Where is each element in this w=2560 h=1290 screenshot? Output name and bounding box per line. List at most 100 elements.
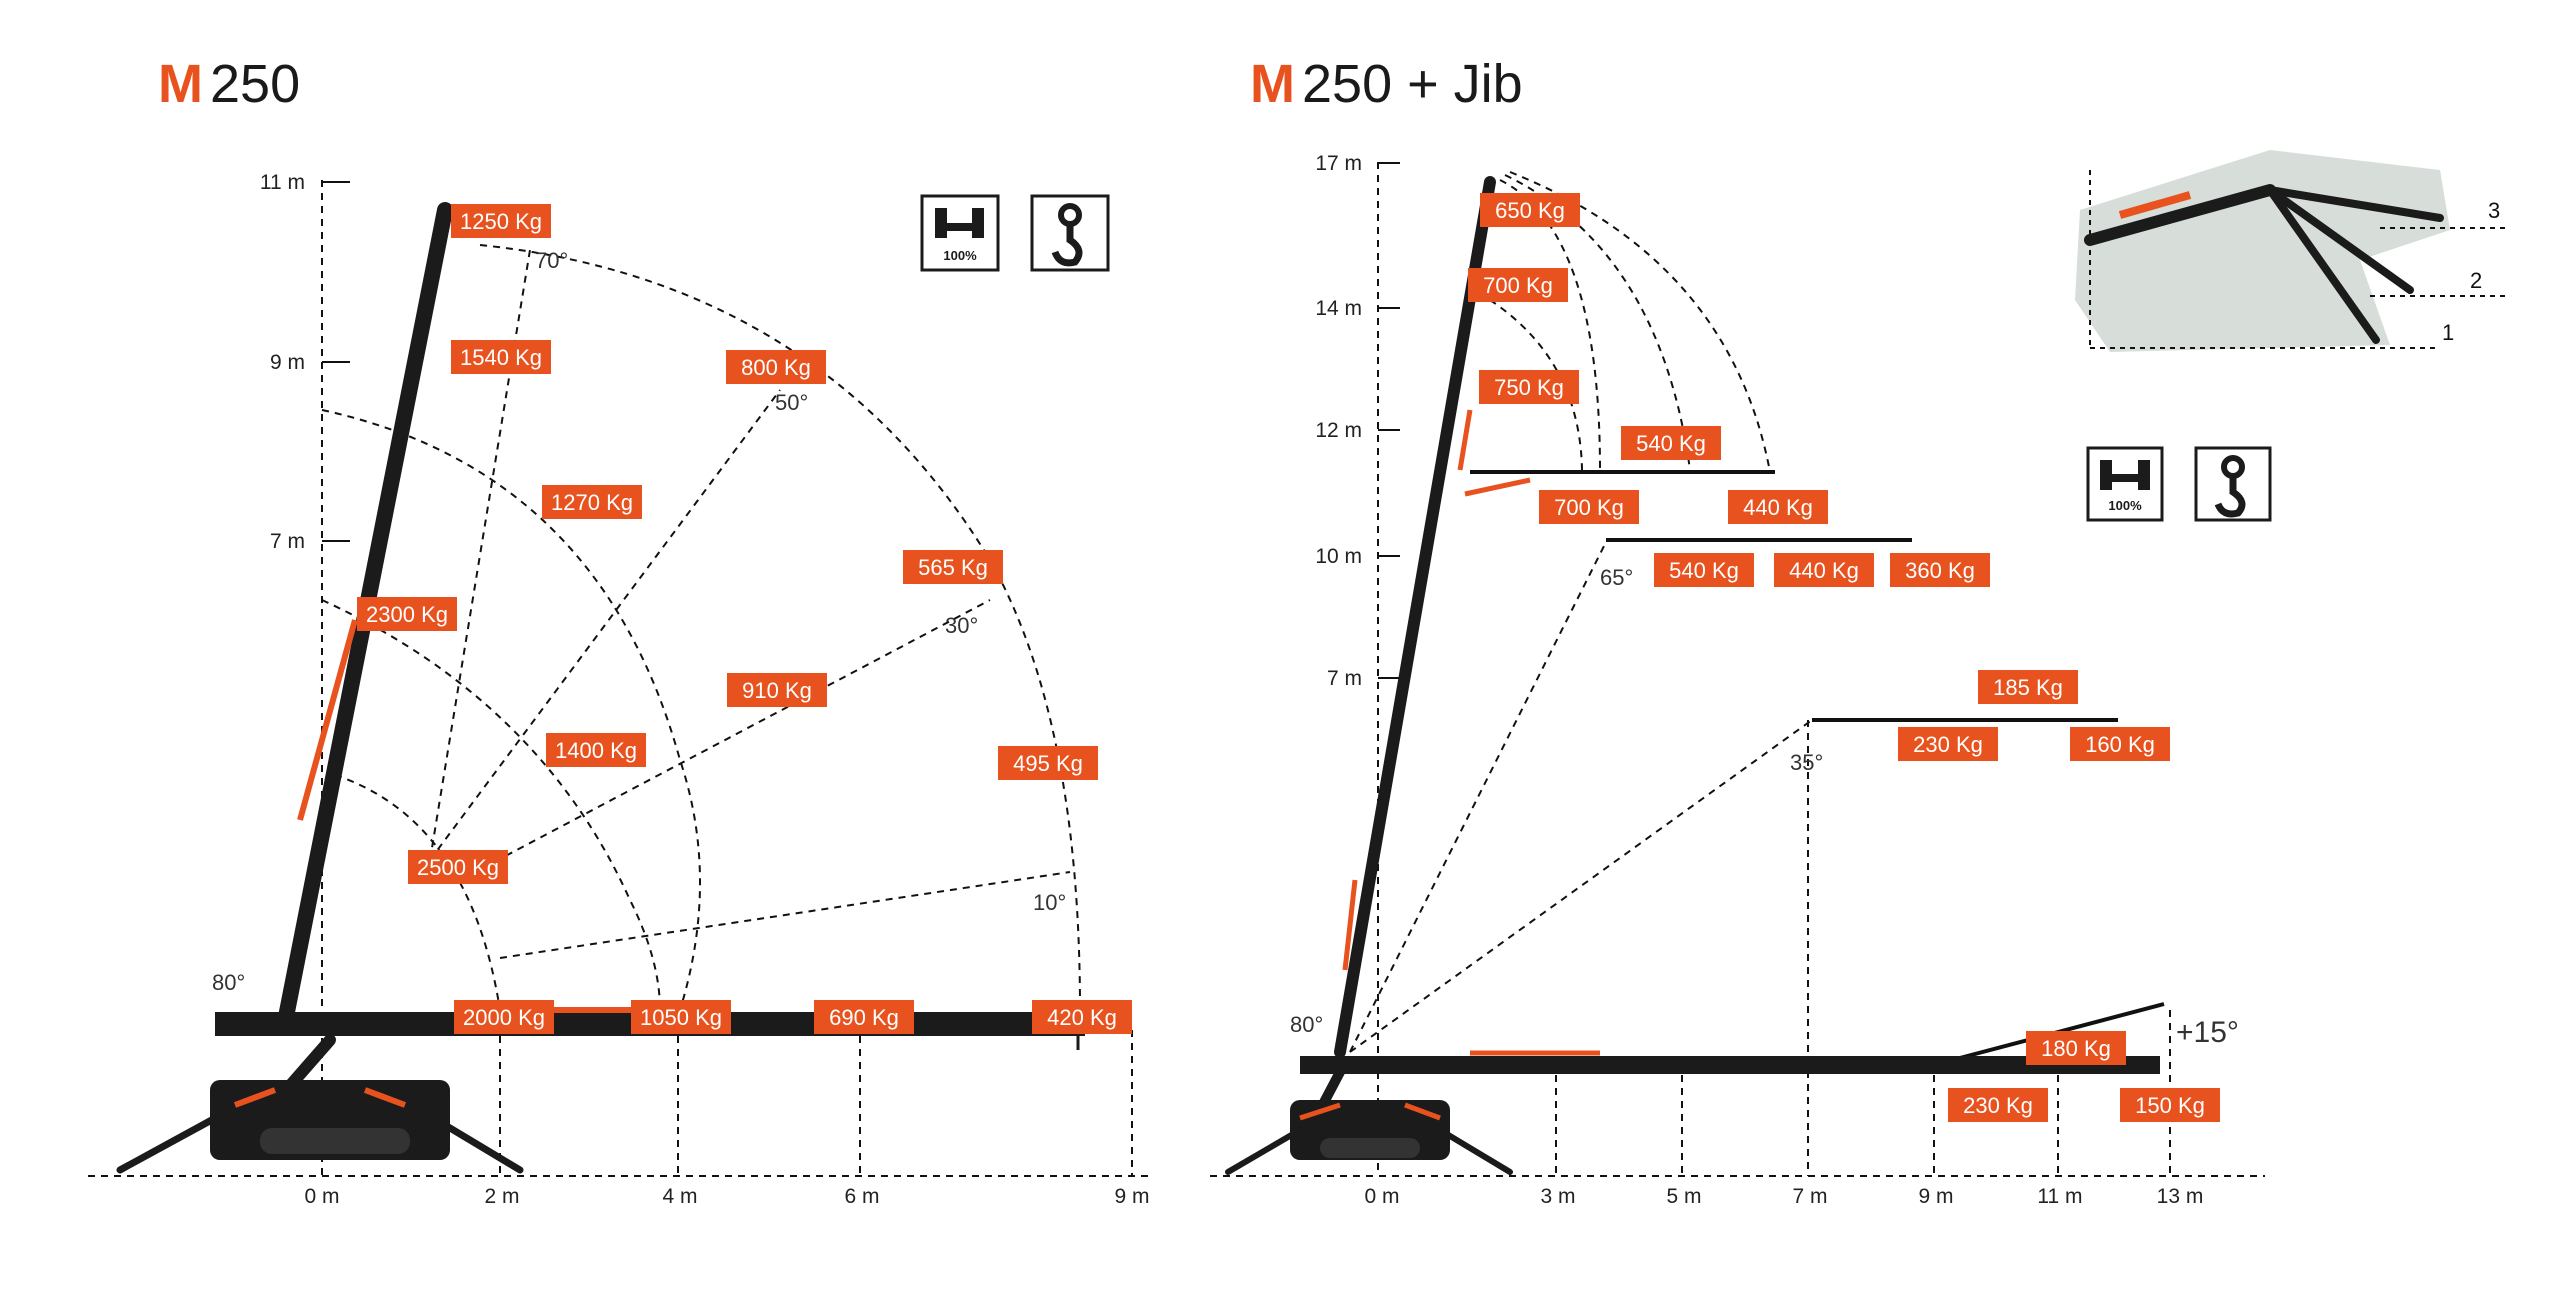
left-range-arc-mid: [321, 599, 661, 1011]
left-angle-80: 80°: [212, 970, 245, 995]
load-label: 420 Kg: [1032, 1000, 1132, 1034]
load-text: 360 Kg: [1905, 558, 1975, 583]
load-label: 180 Kg: [2026, 1031, 2126, 1065]
outrigger-right: [1437, 1127, 1513, 1175]
load-label: 150 Kg: [2120, 1088, 2220, 1122]
load-text: 910 Kg: [742, 678, 812, 703]
left-range-arc-outer: [479, 244, 1081, 1011]
right-y-label-10: 10 m: [1315, 545, 1362, 568]
right-ray-65: [1349, 541, 1607, 1053]
left-angle-10: 10°: [1033, 890, 1066, 915]
load-text: 800 Kg: [741, 355, 811, 380]
right-x-label-7: 7 m: [1792, 1185, 1827, 1208]
chart-m250: M 250 11 m 9 m 7 m 0 m 2 m 4 m 6 m 9 m 7…: [88, 54, 1150, 1208]
right-angle-plus15: +15°: [2176, 1016, 2239, 1049]
load-text: 1270 Kg: [551, 490, 633, 515]
load-label: 2500 Kg: [408, 850, 508, 884]
left-range-arc-small: [334, 774, 501, 1011]
crane-tracks: [1320, 1138, 1420, 1158]
load-text: 750 Kg: [1494, 375, 1564, 400]
load-label: 1400 Kg: [546, 733, 646, 767]
load-text: 2500 Kg: [417, 855, 499, 880]
right-x-label-9: 9 m: [1918, 1185, 1953, 1208]
left-x-label-6: 6 m: [844, 1185, 879, 1208]
crane-m250-drawing: [116, 202, 1085, 1174]
load-label: 230 Kg: [1898, 727, 1998, 761]
load-label: 495 Kg: [998, 746, 1098, 780]
crane-m250-jib-drawing: [1225, 176, 2160, 1175]
main-boom: [1334, 176, 1496, 1058]
crane-tracks: [260, 1128, 410, 1154]
outrigger-cylinder: [363, 1087, 407, 1108]
load-text: 565 Kg: [918, 555, 988, 580]
left-x-label-4: 4 m: [662, 1185, 697, 1208]
config-number-1: 1: [2442, 320, 2454, 345]
outrigger-percent-label: 100%: [943, 248, 977, 263]
right-x-label-3: 3 m: [1540, 1185, 1575, 1208]
left-x-label-2: 2 m: [484, 1185, 519, 1208]
boom-cylinder: [297, 619, 358, 821]
load-label: 540 Kg: [1654, 553, 1754, 587]
right-x-label-0: 0 m: [1364, 1185, 1399, 1208]
outrigger-percent-label-2: 100%: [2108, 498, 2142, 513]
load-label: 185 Kg: [1978, 670, 2078, 704]
config-number-2: 2: [2470, 268, 2482, 293]
config-cylinder: [2118, 191, 2192, 219]
config-jib-1: [2266, 186, 2380, 344]
load-label: 2000 Kg: [454, 1000, 554, 1034]
outrigger-right: [416, 1106, 524, 1174]
load-label: 650 Kg: [1480, 193, 1580, 227]
right-y-label-7: 7 m: [1327, 667, 1362, 690]
load-label: 700 Kg: [1468, 268, 1568, 302]
load-label: 700 Kg: [1539, 490, 1639, 524]
config-number-3: 3: [2488, 198, 2500, 223]
load-text: 185 Kg: [1993, 675, 2063, 700]
config-boom: [2084, 184, 2276, 246]
right-ray-35: [1349, 719, 1813, 1053]
left-title: 250: [210, 54, 300, 114]
left-angle-30: 30°: [945, 613, 978, 638]
right-angle-80: 80°: [1290, 1012, 1323, 1037]
load-label: 160 Kg: [2070, 727, 2170, 761]
jib-arc-3: [1509, 171, 1771, 473]
left-title-prefix: M: [158, 54, 203, 114]
chart-m250-jib: M 250 + Jib 17 m 14 m 12 m 10 m 7 m 0 m …: [1210, 54, 2505, 1208]
load-text: 1250 Kg: [460, 209, 542, 234]
load-label: 690 Kg: [814, 1000, 914, 1034]
load-text: 540 Kg: [1669, 558, 1739, 583]
hook-icon: [2194, 446, 2272, 522]
load-text: 230 Kg: [1913, 732, 1983, 757]
left-angle-50: 50°: [775, 390, 808, 415]
outrigger-cylinder: [233, 1087, 277, 1108]
left-y-label-11: 11 m: [260, 171, 305, 194]
left-ray-10: [499, 871, 1071, 959]
load-text: 2300 Kg: [366, 602, 448, 627]
load-label: 1270 Kg: [542, 485, 642, 519]
load-text: 495 Kg: [1013, 751, 1083, 776]
config-background: [2075, 150, 2450, 352]
load-label: 360 Kg: [1890, 553, 1990, 587]
left-ray-50: [429, 389, 781, 861]
load-text: 420 Kg: [1047, 1005, 1117, 1030]
load-text: 440 Kg: [1789, 558, 1859, 583]
load-text: 440 Kg: [1743, 495, 1813, 520]
outrigger-100-icon: 100%: [2086, 446, 2164, 522]
right-x-label-13: 13 m: [2157, 1185, 2204, 1208]
jib-configuration-diagram: 3 2 1: [2075, 150, 2505, 352]
right-y-label-14: 14 m: [1315, 297, 1362, 320]
right-y-label-17: 17 m: [1315, 152, 1362, 175]
outrigger-left: [1225, 1127, 1303, 1175]
outrigger-cylinder: [1404, 1102, 1441, 1121]
boom-cylinder: [1342, 879, 1358, 971]
config-jib-3: [2266, 186, 2444, 222]
load-text: 650 Kg: [1495, 198, 1565, 223]
outrigger-100-icon: 100%: [920, 194, 1000, 272]
jib-cylinder: [1457, 409, 1473, 471]
load-label: 230 Kg: [1948, 1088, 2048, 1122]
left-ray-30: [459, 599, 991, 881]
outrigger-cylinder: [1299, 1102, 1341, 1121]
load-text: 180 Kg: [2041, 1036, 2111, 1061]
jib-cylinder-2: [1464, 477, 1531, 497]
right-x-label-11: 11 m: [2037, 1185, 2082, 1208]
